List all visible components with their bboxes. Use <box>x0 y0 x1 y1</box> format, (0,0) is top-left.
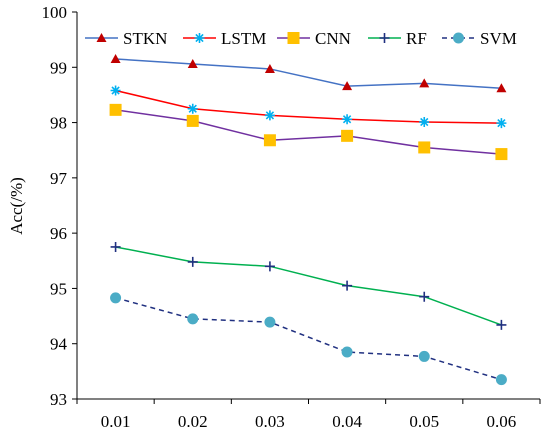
data-point-stkn <box>110 53 121 63</box>
y-axis-ticks: 93 94 95 96 97 98 99 100 <box>42 3 77 409</box>
data-point-stkn <box>187 58 198 68</box>
series-line-rf <box>115 246 502 326</box>
legend-item-rf: RF <box>368 29 427 48</box>
data-point-svm <box>187 313 199 325</box>
data-point-cnn <box>341 129 354 142</box>
data-point-lstm <box>419 117 430 128</box>
data-point-lstm <box>110 85 121 96</box>
x-tick-label: 0.03 <box>255 412 285 431</box>
data-point-rf <box>110 241 121 252</box>
legend-label-rf: RF <box>406 29 427 48</box>
data-point-lstm <box>496 118 507 129</box>
data-point-svm <box>418 350 430 362</box>
x-axis-ticks: 0.01 0.02 0.03 0.04 0.05 0.06 <box>76 399 541 431</box>
legend-label-cnn: CNN <box>315 29 351 48</box>
data-point-svm <box>341 346 353 358</box>
legend-item-lstm: LSTM <box>183 29 266 48</box>
data-point-cnn <box>263 134 276 147</box>
y-tick-label: 100 <box>42 3 68 22</box>
series-line-stkn <box>115 58 502 90</box>
series-line-lstm <box>115 89 502 124</box>
data-point-rf <box>187 256 198 267</box>
data-point-cnn <box>109 103 122 116</box>
y-tick-label: 99 <box>50 58 67 77</box>
data-point-rf <box>419 291 430 302</box>
legend-label-svm: SVM <box>480 29 517 48</box>
legend-marker-rf <box>379 33 390 43</box>
y-tick-label: 96 <box>50 224 67 243</box>
x-tick-label: 0.06 <box>487 412 517 431</box>
legend-item-cnn: CNN <box>277 29 351 48</box>
data-point-lstm <box>187 103 198 114</box>
data-point-stkn <box>342 81 353 91</box>
x-tick-label: 0.05 <box>409 412 439 431</box>
y-tick-label: 93 <box>50 390 67 409</box>
data-point-cnn <box>495 148 508 161</box>
data-point-svm <box>264 316 276 328</box>
data-point-stkn <box>264 63 275 73</box>
x-tick-label: 0.04 <box>332 412 362 431</box>
y-axis-title: Acc(/%) <box>7 177 26 235</box>
y-tick-label: 98 <box>50 114 67 133</box>
y-tick-label: 95 <box>50 279 67 298</box>
data-point-lstm <box>264 110 275 121</box>
series-line-cnn <box>115 109 502 155</box>
data-point-svm <box>110 292 122 304</box>
data-point-rf <box>342 280 353 291</box>
x-tick-label: 0.01 <box>101 412 131 431</box>
series-markers <box>109 53 508 386</box>
legend: STKN LSTM CNN RF SVM <box>85 29 517 48</box>
data-point-stkn <box>419 78 430 88</box>
legend-marker-stkn <box>96 33 107 42</box>
legend-marker-svm <box>453 32 464 44</box>
data-point-cnn <box>418 141 431 154</box>
series-lines <box>115 58 502 381</box>
legend-marker-lstm <box>194 33 205 43</box>
data-point-stkn <box>496 83 507 93</box>
data-point-rf <box>264 261 275 272</box>
data-point-rf <box>496 319 507 330</box>
data-point-lstm <box>342 114 353 125</box>
y-tick-label: 97 <box>50 169 68 188</box>
data-point-svm <box>495 374 507 386</box>
data-point-cnn <box>186 114 199 127</box>
legend-label-stkn: STKN <box>123 29 167 48</box>
legend-item-stkn: STKN <box>85 29 167 48</box>
y-tick-label: 94 <box>50 335 68 354</box>
series-line-svm <box>115 297 502 381</box>
x-tick-label: 0.02 <box>178 412 208 431</box>
legend-marker-cnn <box>287 32 300 44</box>
legend-label-lstm: LSTM <box>221 29 266 48</box>
legend-item-svm: SVM <box>442 29 517 48</box>
